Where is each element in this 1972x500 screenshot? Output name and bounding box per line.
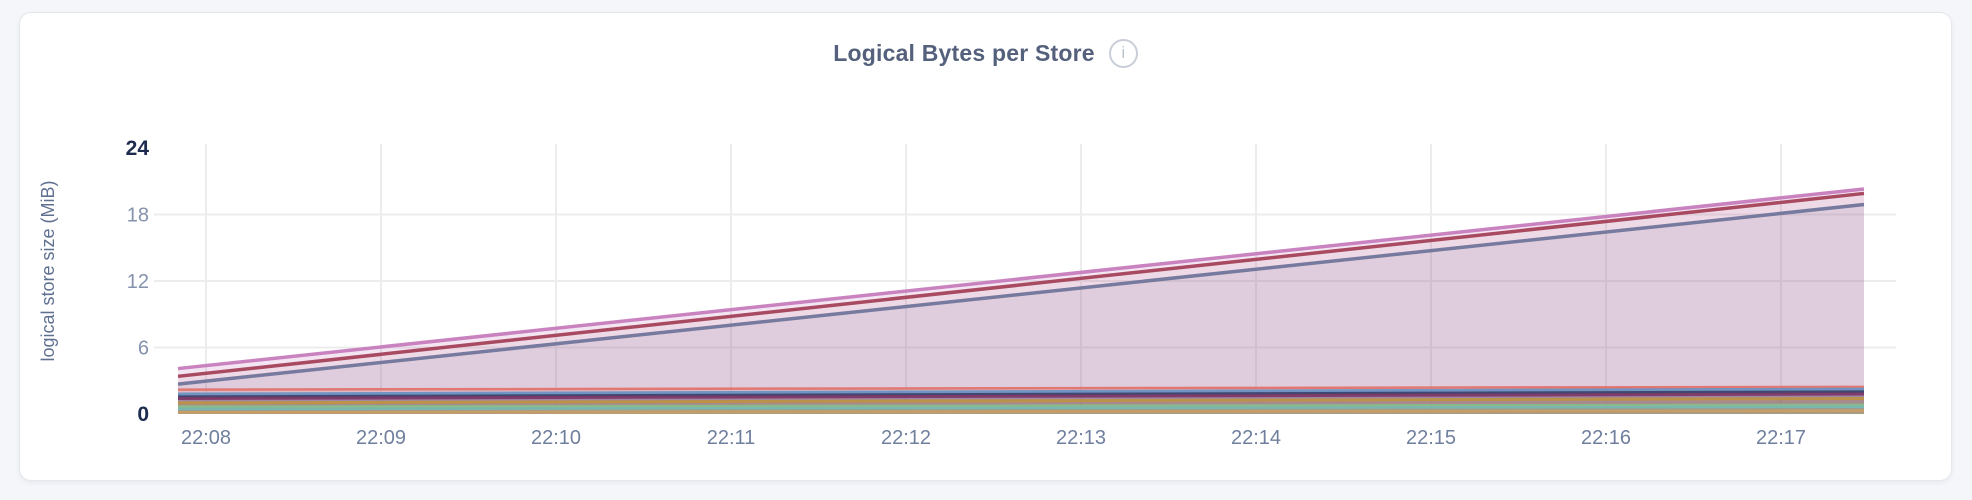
x-axis-tick-label: 22:08 bbox=[181, 427, 231, 449]
info-glyph: i bbox=[1121, 43, 1126, 62]
series-line-store-flat-1 bbox=[177, 385, 1865, 391]
series-line-store-flat-8 bbox=[177, 409, 1865, 414]
series-line-store-flat-4 bbox=[177, 392, 1865, 400]
logical-bytes-chart: 0 6 12 18 24 22:08 22:09 22:10 22:11 22:12 22:13 22… bbox=[38, 137, 1896, 449]
series-line-store-rising-1 bbox=[177, 187, 1865, 371]
series-line-store-flat-5 bbox=[177, 396, 1865, 405]
x-axis-tick-label: 22:15 bbox=[1406, 427, 1456, 449]
y-axis-tick-label: 12 bbox=[127, 271, 149, 293]
y-axis-title: logical store size (MiB) bbox=[38, 180, 58, 361]
x-axis-tick-label: 22:17 bbox=[1756, 427, 1806, 449]
y-axis-tick-label: 24 bbox=[126, 137, 150, 160]
x-axis-tick-label: 22:12 bbox=[881, 427, 931, 449]
y-axis-tick-label: 18 bbox=[127, 205, 149, 227]
series-area-store-rising-1 bbox=[178, 189, 1864, 414]
chart-card: Logical Bytes per Store i 0 6 12 18 24 22:08 2… bbox=[19, 12, 1952, 481]
x-axis-tick-label: 22:09 bbox=[356, 427, 406, 449]
y-axis-tick-label: 0 bbox=[137, 403, 149, 426]
x-axis-tick-label: 22:13 bbox=[1056, 427, 1106, 449]
series-line-store-rising-3 bbox=[177, 202, 1865, 386]
series-line-store-flat-2 bbox=[177, 387, 1865, 396]
x-axis-tick-label: 22:10 bbox=[531, 427, 581, 449]
info-circle-icon[interactable]: i bbox=[1108, 38, 1138, 68]
series-line-store-flat-3 bbox=[177, 390, 1865, 399]
series-line-store-rising-2 bbox=[177, 191, 1865, 379]
x-axis-tick-label: 22:11 bbox=[707, 427, 756, 449]
x-axis-tick-label: 22:14 bbox=[1231, 427, 1281, 449]
series-line-store-flat-6 bbox=[177, 403, 1865, 409]
series-area-store-rising-3 bbox=[178, 204, 1864, 414]
y-axis-tick-label: 6 bbox=[138, 338, 149, 360]
x-axis-tick-label: 22:16 bbox=[1581, 427, 1631, 449]
series-line-store-flat-7 bbox=[177, 405, 1865, 411]
